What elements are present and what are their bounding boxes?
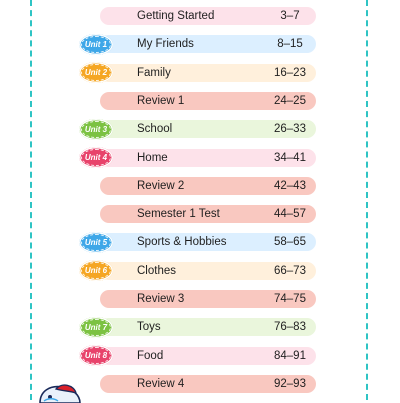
toc-row: Getting Started 3–7 bbox=[100, 7, 316, 25]
toc-pages: 92–93 bbox=[274, 377, 306, 390]
toc-pages: 3–7 bbox=[280, 10, 300, 22]
toc-pages: 74–75 bbox=[274, 293, 306, 305]
toc-title: My Friends bbox=[137, 38, 194, 51]
toc-row: Review 1 24–25 bbox=[100, 91, 316, 110]
unit-badge: Unit 7 bbox=[79, 316, 113, 338]
toc-row: Toys 76–83 bbox=[100, 318, 316, 337]
toc-title: Sports & Hobbies bbox=[137, 236, 227, 249]
toc-row: Family 16–23 bbox=[100, 63, 316, 82]
toc-pages: 84–91 bbox=[274, 349, 306, 362]
unit-badge: Unit 1 bbox=[79, 33, 113, 55]
unit-badge: Unit 6 bbox=[79, 260, 113, 282]
toc-pages: 26–33 bbox=[274, 123, 306, 136]
toc-row: Semester 1 Test 44–57 bbox=[100, 205, 316, 224]
toc-row: Home 34–41 bbox=[100, 148, 316, 167]
toc-title: Family bbox=[137, 66, 171, 79]
toc-row: Review 2 42–43 bbox=[100, 176, 316, 195]
toc-pages: 66–73 bbox=[274, 264, 306, 277]
toc-pages: 16–23 bbox=[274, 66, 306, 79]
dashed-frame-right bbox=[366, 0, 368, 400]
dashed-frame-left bbox=[30, 0, 32, 400]
unit-badge: Unit 5 bbox=[79, 231, 113, 253]
toc-row: My Friends 8–15 bbox=[100, 35, 316, 54]
toc-title: School bbox=[137, 123, 173, 136]
toc-row: Review 3 74–75 bbox=[100, 290, 316, 308]
toc-title: Getting Started bbox=[137, 10, 215, 22]
toc-pages: 34–41 bbox=[274, 151, 306, 164]
toc-title: Review 4 bbox=[137, 377, 185, 390]
toc-pages: 44–57 bbox=[274, 208, 306, 221]
toc-pages: 42–43 bbox=[274, 179, 306, 192]
toc-pages: 8–15 bbox=[277, 38, 303, 51]
toc-row: Review 4 92–93 bbox=[100, 374, 316, 393]
toc-pages: 76–83 bbox=[274, 321, 306, 334]
toc-title: Semester 1 Test bbox=[137, 208, 220, 221]
toc-title: Home bbox=[137, 151, 168, 164]
toc-title: Clothes bbox=[137, 264, 176, 277]
unit-badge: Unit 4 bbox=[79, 147, 113, 168]
toc-title: Toys bbox=[137, 321, 161, 334]
toc-title: Review 1 bbox=[137, 94, 185, 107]
mascot-cartoon-icon bbox=[39, 384, 81, 403]
toc-title: Review 2 bbox=[137, 179, 185, 192]
toc-row: Food 84–91 bbox=[100, 346, 316, 365]
unit-badge: Unit 2 bbox=[79, 62, 113, 84]
toc-pages: 58–65 bbox=[274, 236, 306, 249]
unit-badge: Unit 3 bbox=[79, 118, 113, 140]
toc-pages: 24–25 bbox=[274, 94, 306, 107]
toc-row: School 26–33 bbox=[100, 120, 316, 139]
toc-row: Clothes 66–73 bbox=[100, 261, 316, 280]
toc-row: Sports & Hobbies 58–65 bbox=[100, 233, 316, 252]
toc-title: Food bbox=[137, 349, 164, 362]
unit-badge: Unit 8 bbox=[79, 345, 113, 367]
toc-title: Review 3 bbox=[137, 293, 185, 305]
